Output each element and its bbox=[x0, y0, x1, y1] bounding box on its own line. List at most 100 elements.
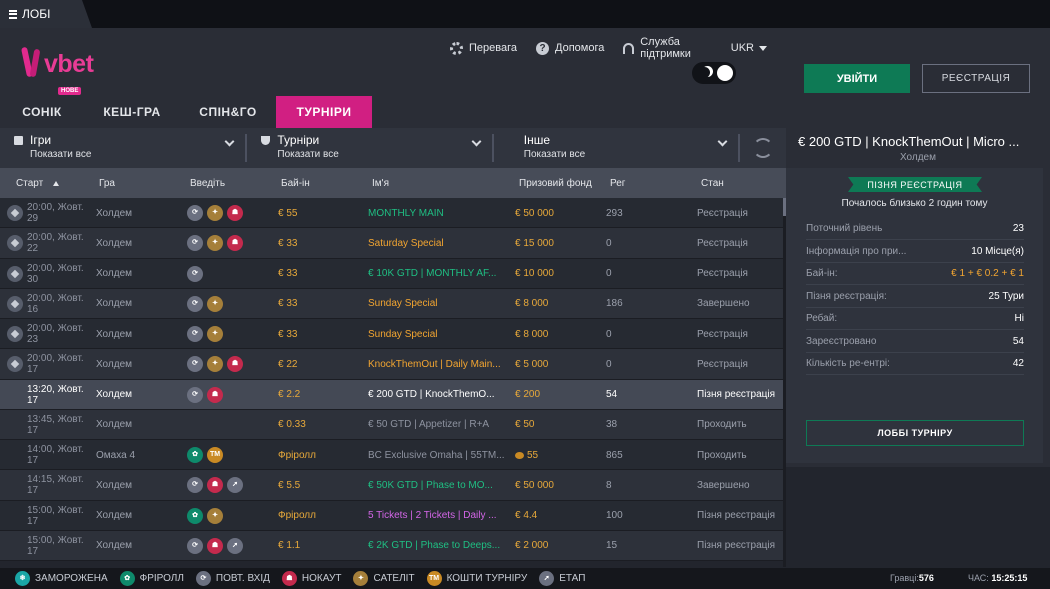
clock: ЧАС: 15:25:15 bbox=[968, 573, 1027, 583]
pin-icon[interactable] bbox=[7, 235, 23, 252]
help-link[interactable]: ? Допомога bbox=[536, 41, 604, 55]
tournament-money-icon: TM bbox=[426, 571, 442, 586]
info-label: Зареєстровано bbox=[806, 335, 877, 347]
tab-tournaments[interactable]: ТУРНІРИ bbox=[276, 96, 372, 128]
filter-divider bbox=[245, 134, 248, 162]
reg-cell: 0 bbox=[606, 237, 612, 249]
tab-cash-game[interactable]: КЕШ-ГРА bbox=[103, 105, 161, 119]
column-header-prize[interactable]: Призовий фонд bbox=[519, 178, 592, 189]
pin-icon[interactable] bbox=[7, 205, 23, 221]
column-header-start[interactable]: Старт bbox=[16, 178, 59, 189]
buyin-cell: € 33 bbox=[278, 268, 298, 279]
prize-cell: € 4.4 bbox=[515, 501, 537, 531]
state-cell: Пізня реєстрація bbox=[697, 389, 776, 400]
table-row[interactable]: 13:20, Жовт. 17 Холдем ⟳ ☗ € 2.2 € 200 GTD | … bbox=[0, 379, 784, 410]
other-filter-label: Інше bbox=[523, 133, 551, 147]
column-header-state[interactable]: Стан bbox=[701, 178, 724, 189]
column-header-name[interactable]: Ім'я bbox=[372, 178, 389, 189]
column-header-reg[interactable]: Рег bbox=[610, 178, 626, 189]
table-row[interactable]: 20:00, Жовт. 30 Холдем ⟳ € 33 € 10K GTD | MO… bbox=[0, 258, 784, 289]
reg-cell: 0 bbox=[606, 358, 612, 370]
column-header-type[interactable]: Введіть bbox=[190, 178, 226, 189]
theme-toggle[interactable] bbox=[692, 62, 736, 84]
tab-spin-and-go[interactable]: СПІН&ГО bbox=[199, 105, 257, 119]
players-value: 576 bbox=[918, 573, 934, 583]
column-header-game[interactable]: Гра bbox=[99, 178, 115, 189]
prize-cell: € 50 bbox=[515, 410, 534, 440]
start-cell: 14:15, Жовт. 17 bbox=[27, 474, 84, 497]
prize-value: € 50 bbox=[515, 419, 535, 431]
table-row[interactable]: 13:45, Жовт. 17 Холдем € 0.33 € 50 GTD | Ap… bbox=[0, 409, 784, 440]
other-filter[interactable]: Інше Показати все bbox=[494, 128, 738, 168]
buyin-cell: € 1.1 bbox=[278, 540, 301, 552]
prize-value: € 200 bbox=[515, 389, 541, 400]
victory-hand-icon bbox=[22, 47, 40, 81]
register-button[interactable]: РЕЄСТРАЦІЯ bbox=[922, 64, 1030, 93]
rebuy-icon: ⟳ bbox=[187, 205, 203, 221]
table-row[interactable]: 14:00, Жовт. 17 Омаха 4 ✿ TM Фріролл BC Exclu… bbox=[0, 440, 784, 471]
support-label: Служба підтримки bbox=[640, 36, 691, 60]
state-cell: Реєстрація bbox=[697, 237, 748, 249]
type-icons-cell: ✿ TM bbox=[187, 440, 225, 470]
scrollbar-thumb[interactable] bbox=[783, 198, 786, 216]
state-cell: Завершено bbox=[697, 298, 750, 310]
info-label: Інформація про при... bbox=[806, 245, 907, 257]
column-header-buyin[interactable]: Бай-ін bbox=[281, 178, 310, 189]
satellite-icon: ✦ bbox=[207, 205, 223, 221]
pin-icon[interactable] bbox=[7, 295, 23, 312]
pin-icon[interactable] bbox=[7, 265, 23, 282]
refresh-icon bbox=[753, 138, 774, 158]
name-cell: € 200 GTD | KnockThemO... bbox=[368, 389, 495, 400]
table-scrollbar[interactable] bbox=[783, 198, 786, 567]
table-row[interactable]: 15:00, Жовт. 17 Холдем ⟳ ☗ ➚ € 1.1 € 2K GTD | … bbox=[0, 530, 784, 561]
tournaments-filter[interactable]: Турніри Показати все bbox=[247, 128, 491, 168]
reg-cell: 38 bbox=[606, 419, 618, 431]
game-cell: Холдем bbox=[96, 298, 133, 310]
knockout-icon: ☗ bbox=[281, 571, 297, 586]
table-row[interactable]: 15:00, Жовт. 17 Холдем ✿ ✦ Фріролл 5 Tickets … bbox=[0, 500, 784, 531]
rebuy-icon: ⟳ bbox=[187, 356, 203, 373]
name-cell: € 10K GTD | MONTHLY AF... bbox=[368, 268, 497, 279]
satellite-icon: ✦ bbox=[207, 326, 223, 342]
satellite-icon: ✦ bbox=[353, 571, 369, 586]
state-cell: Реєстрація bbox=[697, 207, 748, 219]
preference-link[interactable]: Перевага bbox=[450, 41, 517, 55]
time-label: ЧАС: bbox=[968, 573, 989, 583]
support-link[interactable]: Служба підтримки bbox=[623, 36, 711, 60]
reg-cell: 0 bbox=[606, 268, 612, 279]
start-cell: 20:00, Жовт. 22 bbox=[27, 232, 84, 255]
start-cell: 15:00, Жовт. 17 bbox=[27, 504, 84, 527]
refresh-button[interactable] bbox=[740, 128, 786, 168]
name-cell: € 2K GTD | Phase to Deeps... bbox=[368, 540, 501, 552]
type-icons-cell: ⟳ ✦ bbox=[187, 319, 225, 349]
filter-divider bbox=[491, 134, 494, 162]
state-cell: Пізня реєстрація bbox=[697, 540, 776, 552]
game-cell: Холдем bbox=[96, 479, 133, 491]
language-select[interactable]: UKR bbox=[731, 42, 767, 54]
table-row[interactable]: 20:00, Жовт. 17 Холдем ⟳ ✦ ☗ € 22 KnockThemOut… bbox=[0, 349, 784, 380]
pin-icon[interactable] bbox=[7, 356, 23, 373]
state-cell: Проходить bbox=[697, 449, 747, 461]
game-cell: Холдем bbox=[96, 540, 133, 552]
vbet-logo[interactable]: vbet bbox=[22, 44, 94, 84]
lobby-window-tab[interactable]: ЛОБІ bbox=[0, 0, 92, 28]
pin-icon[interactable] bbox=[7, 326, 23, 342]
table-row[interactable]: 20:00, Жовт. 29 Холдем ⟳ ✦ ☗ € 55 MONTHLY MAIN… bbox=[0, 198, 784, 229]
tournament-lobby-button[interactable]: ЛОББІ ТУРНІРУ bbox=[806, 420, 1024, 446]
prize-cell: € 5 000 bbox=[515, 349, 548, 379]
login-button[interactable]: УВІЙТИ bbox=[804, 64, 910, 93]
table-row[interactable]: 20:00, Жовт. 23 Холдем ⟳ ✦ € 33 Sunday Specia… bbox=[0, 319, 784, 350]
games-filter[interactable]: Ігри Показати все bbox=[0, 128, 245, 168]
info-value: 23 bbox=[1012, 223, 1024, 234]
satellite-icon: ✦ bbox=[207, 235, 223, 252]
tab-sonic[interactable]: СОНІК bbox=[22, 105, 62, 119]
players-label: Гравці: bbox=[890, 573, 919, 583]
table-row[interactable]: 14:15, Жовт. 17 Холдем ⟳ ☗ ➚ € 5.5 € 50K GTD |… bbox=[0, 470, 784, 501]
table-row[interactable]: 20:00, Жовт. 16 Холдем ⟳ ✦ € 33 Sunday Specia… bbox=[0, 288, 784, 319]
type-icons-cell: ⟳ ✦ ☗ bbox=[187, 349, 245, 379]
legend-label: САТЕЛІТ bbox=[373, 573, 415, 584]
table-row[interactable]: 20:00, Жовт. 22 Холдем ⟳ ✦ ☗ € 33 Saturday Spe… bbox=[0, 228, 784, 259]
rebuy-icon: ⟳ bbox=[187, 265, 203, 282]
prize-value: € 4.4 bbox=[515, 510, 538, 521]
title-bar: ЛОБІ bbox=[0, 0, 1050, 28]
